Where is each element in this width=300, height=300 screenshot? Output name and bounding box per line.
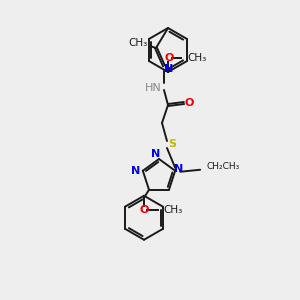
Text: S: S [168,139,176,149]
Text: O: O [139,205,149,215]
Text: O: O [164,53,174,63]
Text: CH₃: CH₃ [128,38,148,48]
Text: N: N [164,64,174,74]
Text: HN: HN [145,83,161,93]
Text: N: N [131,166,140,176]
Text: O: O [184,98,194,108]
Text: CH₃: CH₃ [187,53,206,63]
Text: N: N [152,149,160,159]
Text: N: N [173,164,183,174]
Text: CH₂CH₃: CH₂CH₃ [206,162,239,171]
Text: CH₃: CH₃ [163,205,182,215]
